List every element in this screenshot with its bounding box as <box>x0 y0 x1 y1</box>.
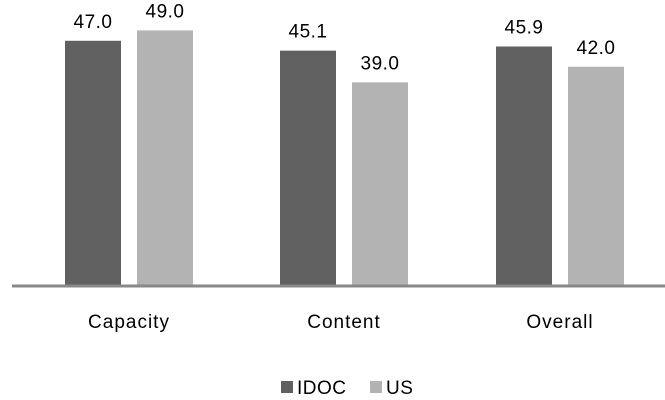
category-label-overall: Overall <box>526 312 593 333</box>
value-label-idoc-capacity: 47.0 <box>74 12 113 33</box>
value-label-idoc-overall: 45.9 <box>505 18 544 39</box>
value-label-us-overall: 42.0 <box>577 38 616 59</box>
bar-us-capacity <box>137 30 193 286</box>
category-labels-layer: Capacity Content Overall <box>88 312 593 333</box>
legend-label-us: US <box>386 378 413 399</box>
bar-idoc-overall <box>496 46 552 285</box>
category-label-capacity: Capacity <box>88 312 170 333</box>
bar-idoc-content <box>280 50 336 286</box>
value-label-us-capacity: 49.0 <box>146 1 185 22</box>
value-label-idoc-content: 45.1 <box>289 22 328 43</box>
value-labels-layer: 47.0 49.0 45.1 39.0 45.9 42.0 <box>74 1 616 74</box>
bars-layer <box>65 30 624 286</box>
legend-swatch-idoc <box>281 381 293 393</box>
bar-us-overall <box>568 66 624 285</box>
legend-swatch-us <box>370 381 382 393</box>
category-label-content: Content <box>307 312 381 333</box>
value-label-us-content: 39.0 <box>361 53 400 74</box>
bar-us-content <box>352 82 408 286</box>
legend-label-idoc: IDOC <box>297 378 347 399</box>
legend: IDOC US <box>281 378 413 399</box>
bar-idoc-capacity <box>65 40 121 285</box>
